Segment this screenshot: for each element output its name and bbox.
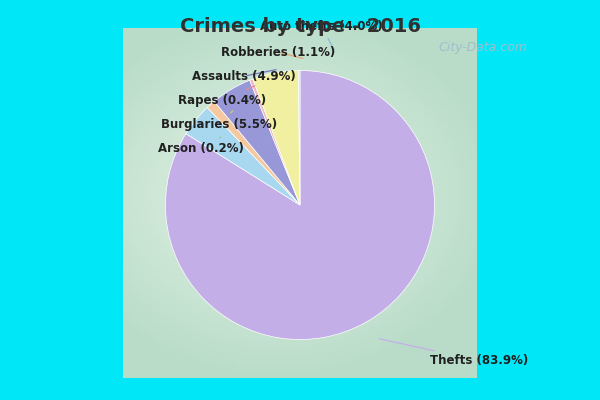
Text: City-Data.com: City-Data.com <box>438 42 527 54</box>
Wedge shape <box>298 70 300 205</box>
Text: Crimes by type - 2016: Crimes by type - 2016 <box>179 16 421 36</box>
Text: Auto thefts (4.0%): Auto thefts (4.0%) <box>260 20 383 50</box>
Wedge shape <box>186 108 300 205</box>
Text: Rapes (0.4%): Rapes (0.4%) <box>178 86 266 107</box>
Text: Burglaries (5.5%): Burglaries (5.5%) <box>161 111 277 131</box>
Text: Assaults (4.9%): Assaults (4.9%) <box>193 70 296 83</box>
Wedge shape <box>208 101 300 205</box>
Wedge shape <box>166 70 434 340</box>
Text: Arson (0.2%): Arson (0.2%) <box>158 137 244 155</box>
Wedge shape <box>250 79 300 205</box>
Wedge shape <box>253 70 300 205</box>
Wedge shape <box>214 80 300 205</box>
Text: Thefts (83.9%): Thefts (83.9%) <box>379 339 529 367</box>
Text: Robberies (1.1%): Robberies (1.1%) <box>221 46 335 58</box>
